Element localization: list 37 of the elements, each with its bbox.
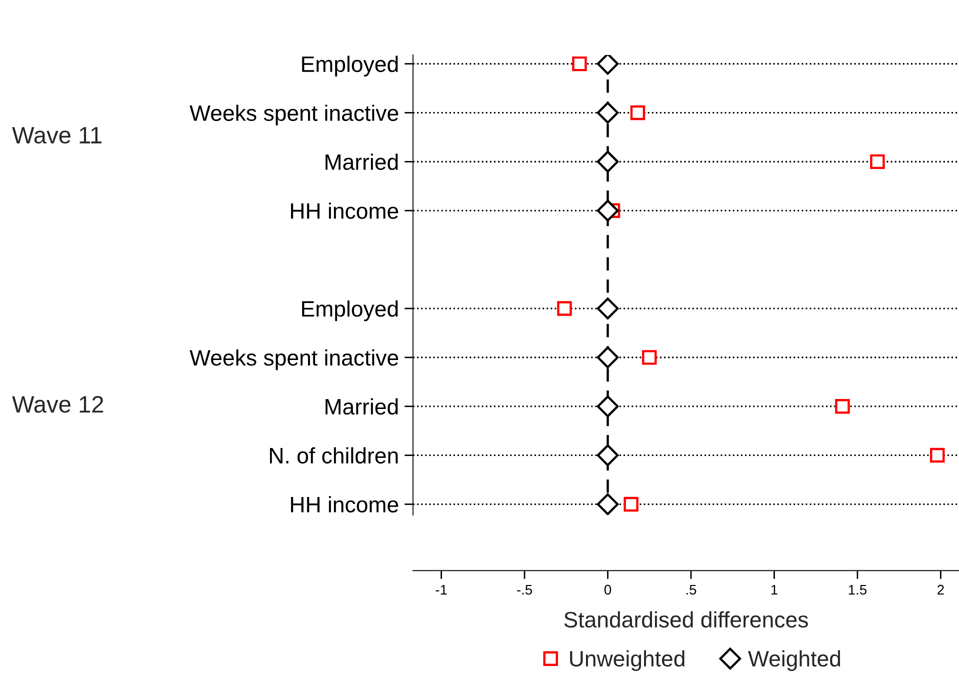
legend-label: Weighted [748, 650, 840, 671]
point [572, 56, 587, 72]
x-tick-label: 1 [771, 584, 778, 595]
x-tick-label: 2 [938, 584, 944, 595]
y-tick-label: HH income [291, 496, 398, 513]
point [557, 301, 572, 316]
text: Wave 12 [12, 396, 104, 413]
x-tick-label: -1 [436, 584, 447, 595]
x-tick-label: 0 [604, 584, 612, 595]
point [596, 200, 619, 222]
point [596, 444, 619, 466]
x-axis-title: Standardised differences [564, 611, 808, 628]
point [870, 154, 885, 170]
x-tick-label: 1.5 [848, 584, 867, 595]
point [596, 298, 619, 320]
point [596, 493, 619, 515]
point [630, 105, 646, 120]
point [596, 150, 619, 173]
point [624, 496, 638, 512]
y-tick-label: Married [326, 398, 398, 415]
point [930, 448, 945, 463]
point [596, 102, 619, 124]
point [835, 399, 850, 414]
text: Wave 11 [12, 127, 102, 144]
x-tick-label: .5 [686, 584, 696, 595]
y-tick-label: N. of children [270, 447, 398, 464]
point [596, 346, 619, 368]
y-tick-label: Married [326, 154, 398, 170]
y-tick-label: Weeks spent inactive [190, 349, 398, 370]
point [596, 395, 619, 418]
y-tick-label: Employed [302, 300, 398, 322]
y-tick-label: Employed [302, 56, 398, 76]
point [642, 350, 657, 365]
legend-label: Unweighted [570, 650, 684, 671]
x-tick-label: -.5 [517, 584, 532, 595]
y-tick-label: HH income [291, 202, 398, 219]
y-tick-label: Weeks spent inactive [190, 104, 398, 126]
